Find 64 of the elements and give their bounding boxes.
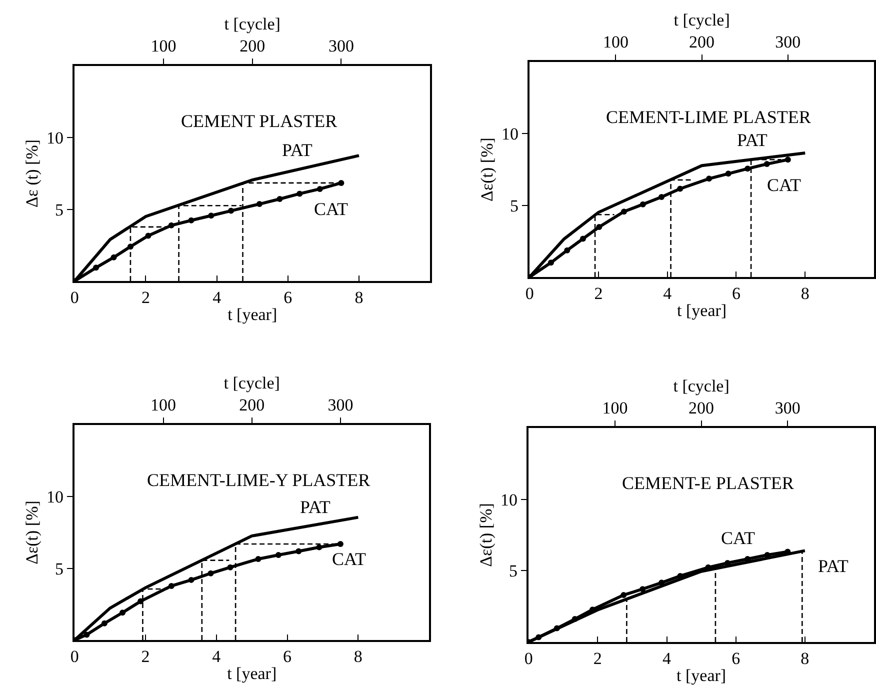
y-axis-title: Δε (t) [%] — [22, 139, 42, 208]
x-tick-label: 2 — [594, 284, 603, 304]
text: CEMENT-E PLASTER — [622, 473, 794, 493]
annotation: PAT — [300, 497, 330, 517]
x2-tick-label: 300 — [775, 32, 801, 52]
annotation: PAT — [737, 130, 768, 150]
annotation: CAT — [332, 549, 366, 569]
x-axis-title: t [year] — [227, 664, 277, 684]
x-axis-title: t [year] — [677, 301, 727, 320]
text: CEMENT-LIME PLASTER — [606, 107, 811, 127]
x-tick-label: 4 — [212, 647, 222, 666]
y-axis-title: Δε(t) [%] — [476, 503, 496, 567]
x2-axis-title: t [cycle] — [224, 14, 280, 34]
x-tick-label: 2 — [141, 647, 150, 666]
y-tick-label: 10 — [501, 124, 518, 144]
y-axis-title: Δε(t) [%] — [477, 138, 496, 202]
x-tick-label: 2 — [593, 649, 602, 668]
x-tick-label: 8 — [354, 288, 364, 308]
x2-tick-label: 100 — [602, 398, 628, 418]
x-tick-label: 6 — [732, 649, 740, 668]
x-tick-label: 0 — [525, 284, 534, 304]
x-tick-label: 0 — [70, 288, 79, 308]
x2-tick-label: 300 — [328, 36, 354, 56]
y-tick-label: 5 — [508, 562, 518, 581]
x-axis-title: t [year] — [228, 305, 278, 324]
x2-tick-label: 300 — [774, 398, 800, 418]
x-tick-label: 4 — [663, 284, 672, 304]
x-tick-label: 4 — [662, 649, 672, 668]
text: CEMENT-LIME-Y PLASTER — [147, 470, 370, 490]
x2-tick-label: 200 — [240, 36, 266, 56]
x2-axis-title: t [cycle] — [674, 10, 730, 30]
x-tick-label: 8 — [800, 284, 810, 304]
x2-axis-title: t [cycle] — [224, 374, 280, 392]
x-tick-label: 6 — [732, 284, 740, 304]
x-tick-label: 2 — [141, 288, 150, 308]
x-tick-label: 8 — [354, 647, 362, 666]
x2-tick-label: 200 — [688, 398, 714, 418]
x2-tick-label: 200 — [239, 395, 265, 414]
x2-tick-label: 100 — [150, 395, 176, 414]
annotation: PAT — [818, 556, 848, 576]
x-tick-label: 0 — [70, 647, 79, 666]
y-tick-label: 5 — [510, 196, 518, 216]
x-axis-title: t [year] — [676, 666, 726, 686]
x-tick-label: 0 — [524, 649, 533, 668]
y-tick-label: 10 — [46, 488, 64, 507]
annotation: CAT — [721, 528, 756, 548]
x-tick-label: 6 — [284, 288, 292, 308]
x2-axis-title: t [cycle] — [673, 376, 730, 396]
x-tick-label: 8 — [800, 649, 810, 668]
x2-tick-label: 100 — [150, 36, 176, 56]
x2-tick-label: 300 — [328, 395, 354, 414]
y-tick-label: 10 — [46, 128, 64, 148]
y-tick-label: 5 — [55, 200, 64, 220]
annotation: PAT — [282, 140, 312, 160]
annotation: CAT — [767, 175, 802, 195]
x2-tick-label: 100 — [602, 32, 628, 52]
text: CEMENT PLASTER — [181, 111, 338, 131]
x-tick-label: 4 — [212, 288, 222, 308]
y-axis-title: Δε(t) [%] — [22, 500, 42, 564]
y-tick-label: 5 — [55, 559, 64, 578]
y-tick-label: 10 — [500, 490, 518, 510]
annotation: CAT — [314, 199, 348, 219]
x2-tick-label: 200 — [689, 32, 715, 52]
x-tick-label: 6 — [283, 647, 292, 666]
